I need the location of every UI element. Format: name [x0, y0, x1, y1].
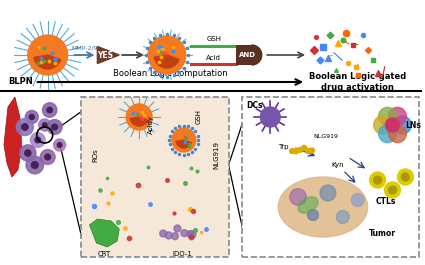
- Circle shape: [394, 116, 411, 134]
- Wedge shape: [154, 55, 179, 68]
- Circle shape: [47, 107, 52, 113]
- Circle shape: [374, 176, 382, 184]
- Circle shape: [42, 123, 47, 127]
- Circle shape: [26, 111, 38, 123]
- Circle shape: [26, 156, 43, 174]
- Circle shape: [320, 185, 336, 201]
- Circle shape: [172, 233, 178, 240]
- Circle shape: [385, 182, 400, 198]
- Circle shape: [39, 119, 51, 131]
- Circle shape: [379, 107, 397, 125]
- FancyBboxPatch shape: [82, 97, 229, 257]
- Circle shape: [351, 193, 364, 206]
- Circle shape: [309, 148, 314, 153]
- Circle shape: [52, 124, 57, 130]
- Circle shape: [290, 189, 306, 205]
- Wedge shape: [130, 117, 147, 126]
- Text: Boolean Logic computation: Boolean Logic computation: [113, 69, 227, 78]
- Circle shape: [189, 231, 196, 238]
- Text: DCs: DCs: [246, 101, 263, 110]
- Circle shape: [337, 211, 349, 223]
- Circle shape: [397, 169, 414, 185]
- Text: Acid: Acid: [206, 55, 221, 61]
- Text: AND: AND: [239, 52, 256, 58]
- Text: Trp: Trp: [278, 144, 288, 150]
- Circle shape: [402, 173, 409, 181]
- Circle shape: [20, 145, 36, 161]
- Circle shape: [388, 186, 397, 194]
- Circle shape: [290, 149, 295, 154]
- Text: MMP-2/9: MMP-2/9: [71, 46, 98, 51]
- Circle shape: [385, 118, 400, 132]
- Circle shape: [45, 154, 51, 160]
- Circle shape: [379, 125, 397, 143]
- Circle shape: [388, 107, 406, 125]
- Circle shape: [298, 147, 303, 152]
- Circle shape: [126, 104, 152, 130]
- Text: ROs: ROs: [92, 148, 99, 162]
- Circle shape: [42, 103, 57, 117]
- Circle shape: [29, 114, 34, 120]
- Text: NLG919: NLG919: [214, 141, 220, 169]
- Circle shape: [172, 128, 196, 152]
- Circle shape: [174, 225, 181, 232]
- Wedge shape: [176, 140, 191, 148]
- Circle shape: [35, 137, 40, 143]
- Text: CTLs: CTLs: [375, 197, 396, 206]
- Circle shape: [22, 124, 28, 130]
- Ellipse shape: [278, 177, 368, 237]
- Polygon shape: [89, 219, 119, 247]
- Circle shape: [16, 118, 33, 136]
- FancyBboxPatch shape: [236, 45, 252, 65]
- Circle shape: [388, 125, 406, 143]
- Circle shape: [302, 145, 306, 151]
- Circle shape: [294, 149, 299, 154]
- Circle shape: [370, 172, 385, 188]
- Circle shape: [181, 230, 188, 237]
- Circle shape: [160, 230, 167, 237]
- Text: YES: YES: [97, 51, 113, 60]
- Text: Kyn: Kyn: [332, 162, 344, 168]
- Circle shape: [57, 143, 62, 147]
- Circle shape: [31, 132, 45, 147]
- Circle shape: [54, 139, 65, 151]
- FancyBboxPatch shape: [242, 97, 419, 257]
- Circle shape: [187, 231, 194, 237]
- Text: LNs: LNs: [405, 121, 421, 130]
- Ellipse shape: [298, 197, 318, 213]
- Text: Tumor: Tumor: [369, 228, 396, 237]
- Circle shape: [25, 150, 31, 156]
- Text: Acidy: Acidy: [148, 116, 154, 135]
- Circle shape: [40, 149, 55, 165]
- Text: CRT: CRT: [98, 251, 111, 257]
- Circle shape: [148, 36, 186, 74]
- Circle shape: [28, 35, 68, 75]
- Circle shape: [308, 210, 318, 220]
- Circle shape: [165, 232, 172, 239]
- Text: GSH: GSH: [196, 109, 202, 125]
- Circle shape: [31, 162, 38, 168]
- Circle shape: [261, 107, 280, 127]
- Text: NLG919: NLG919: [313, 135, 338, 139]
- Text: Boolean Logic-gated
drug activation: Boolean Logic-gated drug activation: [309, 72, 406, 92]
- Wedge shape: [252, 45, 262, 65]
- Circle shape: [306, 148, 311, 153]
- Text: GSH: GSH: [206, 36, 221, 42]
- Wedge shape: [34, 55, 61, 69]
- Polygon shape: [97, 46, 119, 64]
- Text: BLPN: BLPN: [8, 77, 33, 86]
- Circle shape: [47, 120, 62, 134]
- Polygon shape: [4, 97, 22, 177]
- Circle shape: [374, 116, 391, 134]
- Text: IDO-1: IDO-1: [172, 251, 192, 257]
